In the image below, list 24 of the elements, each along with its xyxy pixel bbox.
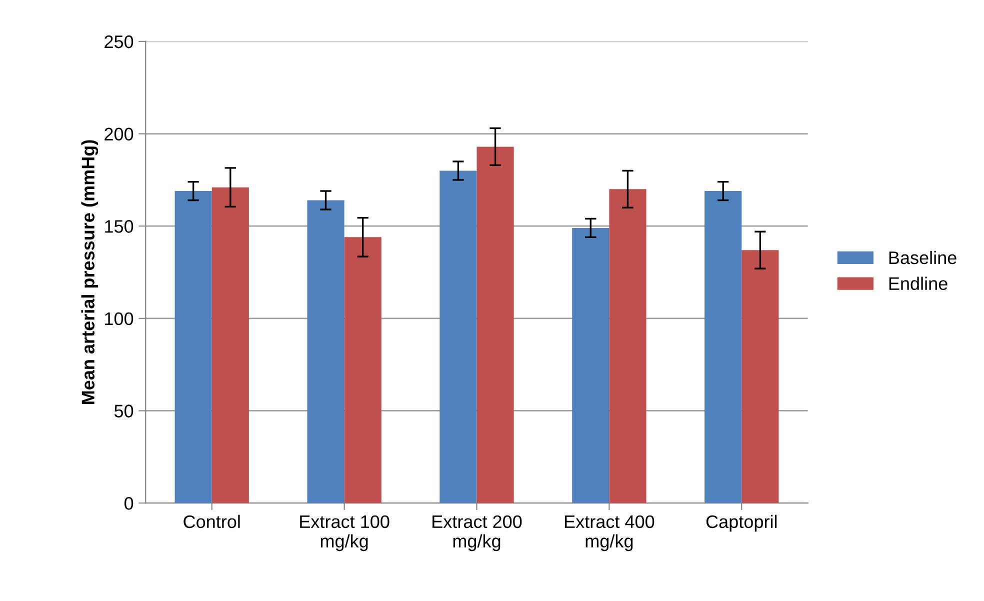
- y-tick-label: 200: [104, 128, 134, 141]
- x-tick-label: Extract 400 mg/kg: [565, 515, 654, 552]
- x-tick-label: Extract 200 mg/kg: [432, 515, 522, 552]
- x-tick-label: Extract 100 mg/kg: [300, 515, 390, 552]
- bar: [440, 170, 477, 504]
- bar: [742, 250, 779, 504]
- y-tick-label: 250: [104, 35, 134, 48]
- x-tick-label: Control: [184, 514, 240, 528]
- bar: [344, 237, 382, 504]
- bar: [174, 191, 212, 504]
- y-tick-label: 100: [105, 312, 134, 326]
- bar: [212, 187, 249, 504]
- bar: [609, 189, 646, 504]
- legend-label: Endline: [889, 276, 948, 290]
- bar: [307, 200, 344, 504]
- bar: [704, 191, 742, 504]
- y-axis-title: Mean arterial pressure (mmHg): [81, 140, 98, 404]
- y-tick-label: 0: [124, 496, 134, 510]
- y-tick-label: 150: [105, 220, 134, 233]
- bar: [572, 228, 610, 504]
- legend-label: Baseline: [889, 250, 956, 264]
- bar: [476, 146, 514, 504]
- x-tick-label: Captopril: [706, 514, 777, 532]
- y-tick-label: 50: [114, 404, 134, 418]
